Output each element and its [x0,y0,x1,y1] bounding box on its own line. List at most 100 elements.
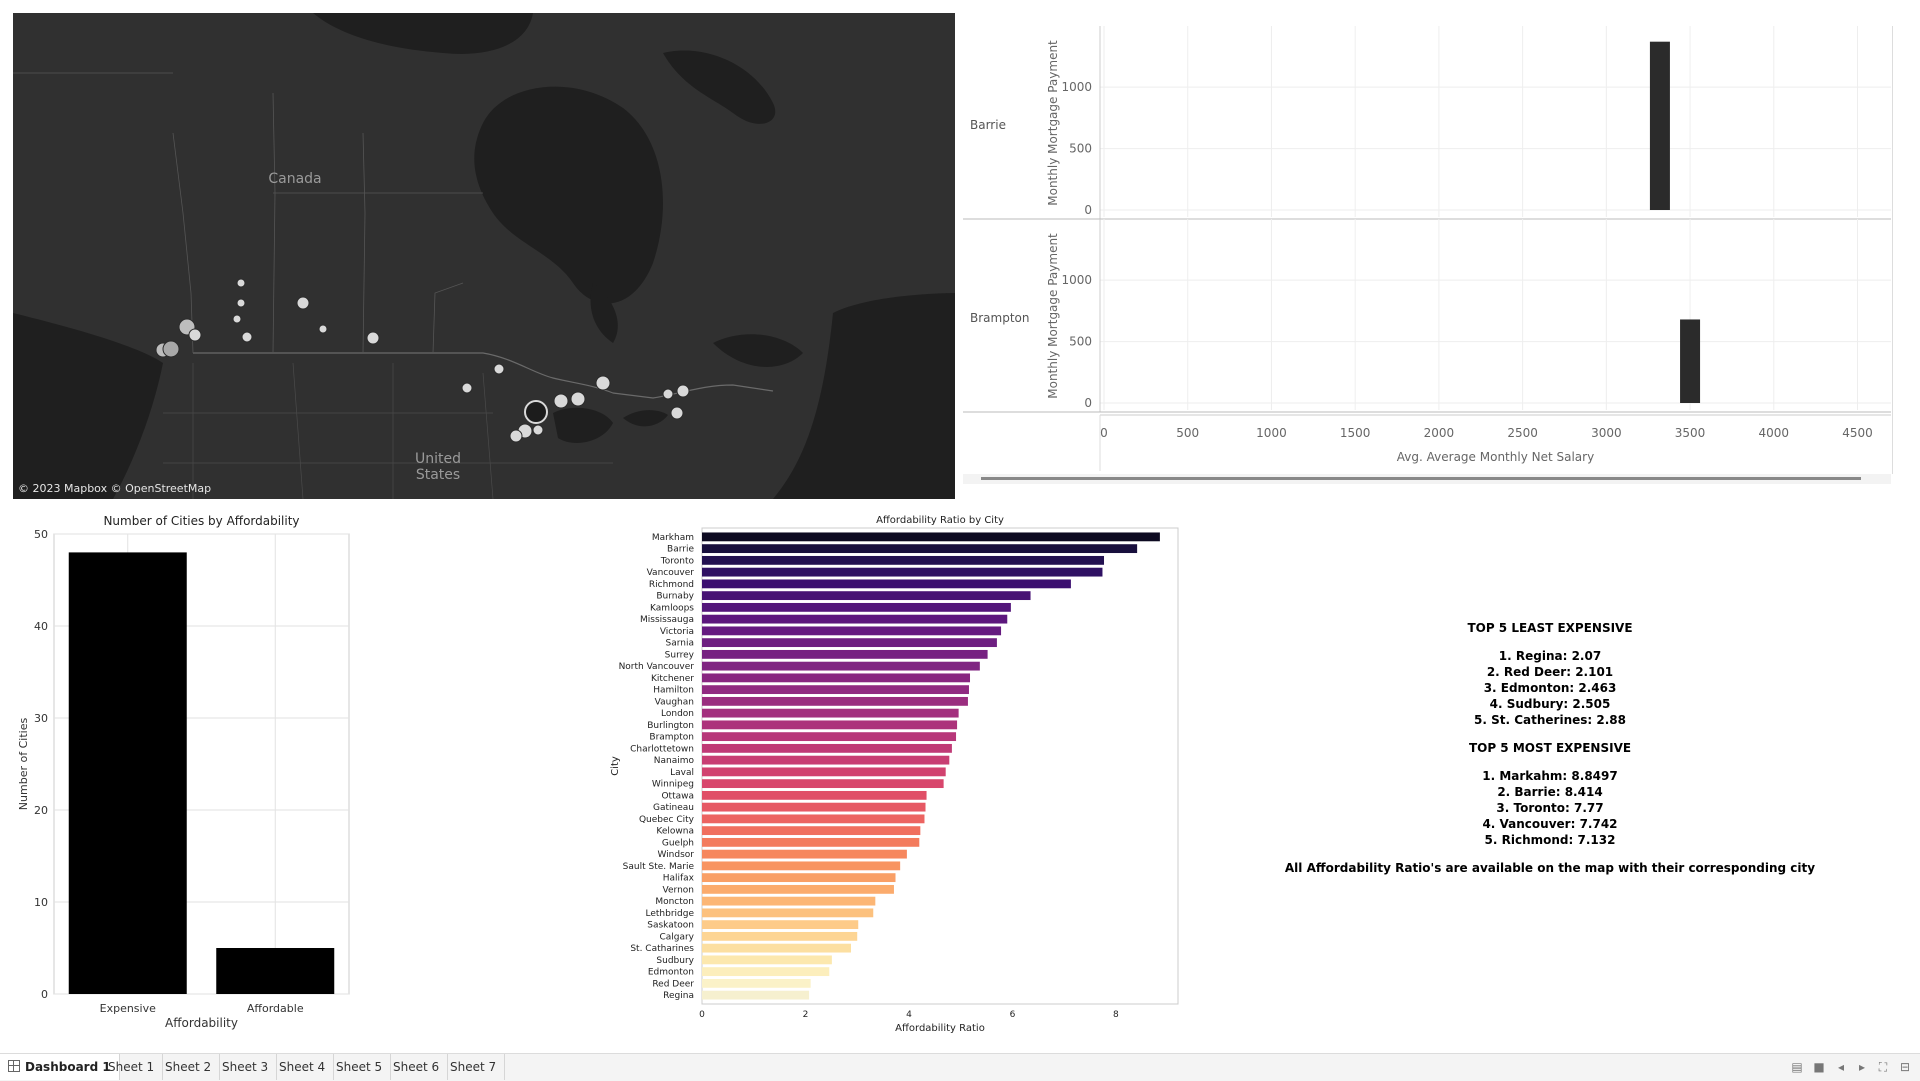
x-axis-label: Avg. Average Monthly Net Salary [1397,450,1594,464]
map-label-us-2: States [416,467,460,483]
city-point [595,375,611,391]
ratio-bar[interactable] [702,685,969,695]
city-tick-label: Regina [663,991,694,1001]
ratio-bar[interactable] [702,908,874,918]
x-tick-label: 0 [699,1010,705,1020]
tab-sheet-3[interactable]: Sheet 3 [214,1054,278,1080]
ratio-bar[interactable] [702,943,852,953]
row-city-label: Barrie [970,118,1006,132]
x-tick-label: 500 [1176,426,1199,440]
ratio-bar[interactable] [702,849,907,859]
dashboard-grid-icon [8,1060,20,1072]
ratio-bar[interactable] [702,567,1103,577]
tab-sheet-6[interactable]: Sheet 6 [385,1054,449,1080]
ratio-bar[interactable] [702,661,980,671]
ratio-bar[interactable] [702,708,959,718]
ratio-bar[interactable] [702,826,921,836]
y-tick-label: 20 [34,804,48,817]
pacific [13,313,163,499]
ratio-bar[interactable] [702,602,1011,612]
ratio-bar[interactable] [702,779,944,789]
tab-sheet-4[interactable]: Sheet 4 [271,1054,335,1080]
map-canvas[interactable]: Canada United States [13,13,955,499]
y-axis-label: Number of Cities [17,718,30,811]
prev-sheet-icon[interactable]: ◂ [1837,1060,1845,1074]
ratio-bar[interactable] [702,591,1031,601]
y-tick-label: 0 [1084,396,1092,410]
city-tick-label: North Vancouver [619,662,695,672]
ratio-bar[interactable] [702,743,952,753]
tab-sheet-5[interactable]: Sheet 5 [328,1054,392,1080]
ratio-bar[interactable] [702,532,1160,542]
most-expensive-item: 3. Toronto: 7.77 [1496,801,1604,815]
ratio-bar[interactable] [702,638,997,648]
ratio-bar[interactable] [702,873,896,883]
ratio-bar[interactable] [702,720,958,730]
salary-bar[interactable] [1680,319,1701,403]
ratio-bar[interactable] [702,767,946,777]
fullscreen-icon[interactable]: ⛶ [1878,1060,1888,1074]
hudson-bay [474,86,663,304]
count-bar[interactable] [68,552,187,994]
least-expensive-title: TOP 5 LEAST EXPENSIVE [1467,621,1633,635]
ratio-bar[interactable] [702,544,1138,554]
ratio-bar[interactable] [702,696,968,706]
city-tick-label: Winnipeg [652,780,694,790]
ratio-bar[interactable] [702,967,830,977]
horizontal-scrollbar-thumb[interactable] [981,477,1861,480]
ratio-bar[interactable] [702,649,988,659]
tab-filmstrip-icon[interactable]: ■ [1813,1060,1825,1074]
tab-sheet-2[interactable]: Sheet 2 [157,1054,221,1080]
y-axis-label: Monthly Mortgage Payment [1046,233,1060,399]
city-point [532,424,544,436]
ratio-bar[interactable] [702,814,925,824]
tab-label: Sheet 4 [279,1060,326,1074]
salary-mortgage-panel[interactable]: 0 500 1000 Barrie Monthly Mortgage Payment 0 5… [963,26,1893,486]
city-tick-label: Vernon [663,885,694,895]
city-tick-label: Red Deer [652,979,694,989]
y-axis-label: City [610,756,621,776]
least-expensive-item: 4. Sudbury: 2.505 [1489,697,1611,711]
ratio-bar[interactable] [702,790,927,800]
ratio-bar[interactable] [702,861,901,871]
tab-list-view-icon[interactable]: ▤ [1791,1060,1803,1074]
ratio-bar[interactable] [702,920,859,930]
next-sheet-icon[interactable]: ▸ [1858,1060,1866,1074]
city-tick-label: Kitchener [651,674,694,684]
y-axis-label: Monthly Mortgage Payment [1046,40,1060,206]
y-tick-label: 500 [1069,335,1092,349]
salary-mortgage-chart: 0 500 1000 Barrie Monthly Mortgage Payment 0 5… [963,26,1893,486]
city-point [318,324,328,334]
ratio-bar[interactable] [702,614,1008,624]
tab-sheet-1[interactable]: Sheet 1 [100,1054,164,1080]
tab-sheet-7[interactable]: Sheet 7 [442,1054,506,1080]
ratio-bar[interactable] [702,755,950,765]
ratio-bar[interactable] [702,555,1105,565]
tab-dashboard-1[interactable]: Dashboard 1 [0,1054,120,1080]
ratio-bar[interactable] [702,802,926,812]
ratio-bar[interactable] [702,673,971,683]
ratio-bar[interactable] [702,978,811,988]
ratio-bar[interactable] [702,955,832,965]
city-map[interactable]: Canada United States © 2023 Mapbox © Ope… [13,13,955,499]
y-tick-label: 0 [1084,203,1092,217]
map-attribution[interactable]: © 2023 Mapbox © OpenStreetMap [18,482,212,495]
city-point [236,298,246,308]
count-bar[interactable] [216,948,335,994]
vertical-scrollbar-track[interactable] [1892,26,1893,474]
hudson-strait [663,50,776,124]
ratio-bar[interactable] [702,579,1071,589]
ratio-bar[interactable] [702,990,810,1000]
city-tick-label: Charlottetown [630,744,694,754]
ratio-bar[interactable] [702,896,876,906]
james-bay [590,283,618,343]
ratio-bar[interactable] [702,931,858,941]
ratio-bar[interactable] [702,884,894,894]
city-tick-label: Hamilton [653,686,694,696]
ratio-bar[interactable] [702,626,1002,636]
row-city-label: Brampton [970,311,1029,325]
ratio-bar[interactable] [702,732,957,742]
ratio-bar[interactable] [702,837,920,847]
present-mode-icon[interactable]: ⊟ [1899,1060,1911,1074]
salary-bar[interactable] [1649,41,1670,210]
